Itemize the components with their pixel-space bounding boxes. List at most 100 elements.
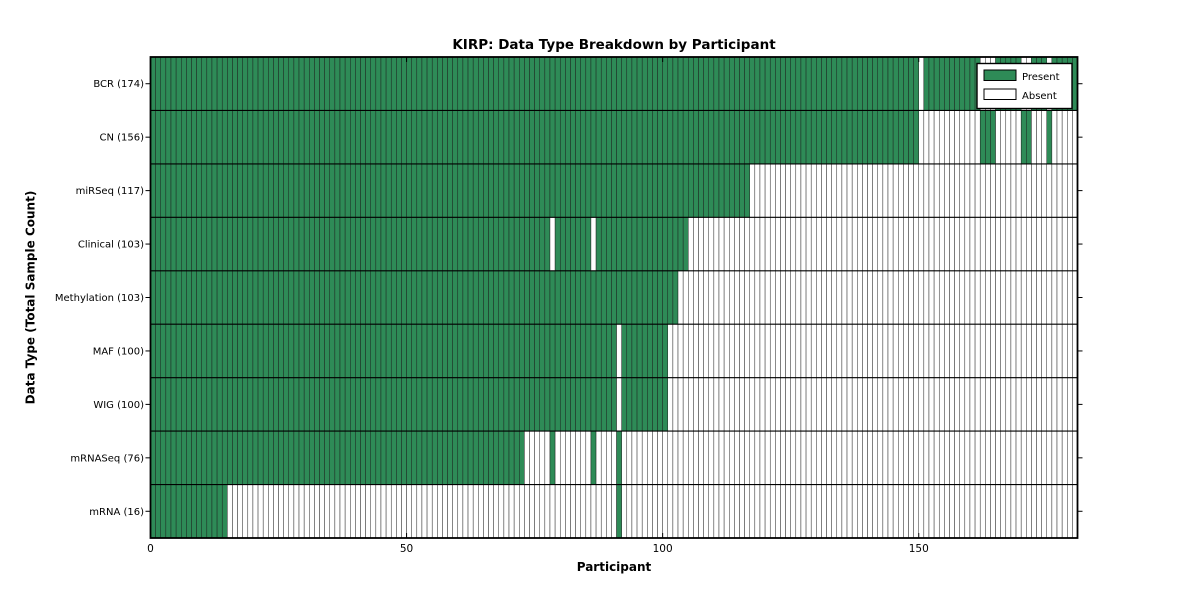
matrix-cell-absent bbox=[851, 377, 858, 432]
matrix-cell-present bbox=[293, 56, 300, 111]
matrix-cell-present bbox=[682, 217, 689, 271]
matrix-cell-present bbox=[365, 56, 371, 111]
y-tick-label: WIG (100) bbox=[93, 400, 144, 411]
matrix-cell-present bbox=[544, 217, 551, 271]
matrix-cell-absent bbox=[314, 484, 320, 539]
matrix-cell-present bbox=[293, 270, 300, 325]
matrix-cell-absent bbox=[959, 270, 966, 325]
matrix-cell-present bbox=[749, 56, 756, 111]
matrix-cell-absent bbox=[723, 430, 730, 485]
matrix-cell-absent bbox=[621, 484, 628, 539]
matrix-cell-present bbox=[319, 323, 325, 378]
matrix-cell-present bbox=[324, 56, 330, 111]
matrix-cell-present bbox=[559, 270, 566, 325]
matrix-cell-present bbox=[191, 323, 197, 378]
matrix-cell-present bbox=[385, 56, 392, 111]
matrix-cell-present bbox=[262, 56, 269, 111]
matrix-cell-present bbox=[898, 110, 904, 165]
matrix-cell-absent bbox=[667, 377, 674, 432]
matrix-cell-present bbox=[186, 323, 192, 378]
matrix-cell-absent bbox=[677, 377, 684, 432]
matrix-cell-absent bbox=[1020, 217, 1027, 271]
heatmap-cells-layer bbox=[150, 56, 1078, 539]
matrix-cell-present bbox=[667, 163, 674, 218]
matrix-cell-present bbox=[221, 56, 228, 111]
matrix-cell-absent bbox=[698, 323, 704, 378]
matrix-cell-present bbox=[954, 56, 960, 111]
matrix-cell-present bbox=[508, 430, 515, 485]
matrix-cell-present bbox=[488, 377, 494, 432]
matrix-cell-absent bbox=[933, 484, 940, 539]
matrix-cell-present bbox=[155, 484, 161, 539]
matrix-cell-present bbox=[155, 56, 161, 111]
matrix-cell-absent bbox=[882, 430, 889, 485]
matrix-cell-absent bbox=[903, 217, 909, 271]
matrix-cell-absent bbox=[887, 163, 894, 218]
matrix-cell-absent bbox=[744, 217, 750, 271]
matrix-cell-present bbox=[600, 110, 607, 165]
matrix-cell-present bbox=[416, 110, 423, 165]
matrix-cell-absent bbox=[1051, 110, 1058, 165]
matrix-cell-present bbox=[949, 56, 955, 111]
matrix-cell-absent bbox=[964, 484, 971, 539]
matrix-cell-absent bbox=[944, 110, 950, 165]
matrix-cell-present bbox=[498, 56, 505, 111]
matrix-cell-absent bbox=[1067, 323, 1073, 378]
matrix-cell-absent bbox=[641, 430, 648, 485]
matrix-cell-present bbox=[303, 323, 310, 378]
matrix-cell-absent bbox=[938, 430, 945, 485]
matrix-cell-absent bbox=[1036, 323, 1042, 378]
matrix-cell-absent bbox=[805, 430, 812, 485]
matrix-cell-absent bbox=[795, 484, 802, 539]
matrix-cell-present bbox=[626, 377, 633, 432]
matrix-cell-absent bbox=[913, 270, 919, 325]
matrix-cell-absent bbox=[1051, 484, 1058, 539]
matrix-cell-absent bbox=[985, 430, 991, 485]
matrix-cell-absent bbox=[1046, 484, 1053, 539]
matrix-cell-absent bbox=[928, 377, 935, 432]
matrix-cell-present bbox=[421, 163, 428, 218]
matrix-cell-absent bbox=[944, 484, 950, 539]
matrix-cell-present bbox=[278, 323, 284, 378]
matrix-cell-present bbox=[411, 430, 418, 485]
matrix-cell-present bbox=[421, 323, 428, 378]
matrix-cell-absent bbox=[969, 217, 976, 271]
matrix-cell-present bbox=[283, 110, 290, 165]
matrix-cell-present bbox=[457, 110, 464, 165]
matrix-cell-present bbox=[621, 163, 628, 218]
matrix-cell-absent bbox=[816, 484, 822, 539]
matrix-cell-absent bbox=[995, 110, 1001, 165]
matrix-cell-absent bbox=[247, 484, 254, 539]
matrix-cell-absent bbox=[734, 217, 740, 271]
matrix-cell-absent bbox=[1041, 484, 1047, 539]
matrix-cell-absent bbox=[729, 217, 735, 271]
matrix-cell-present bbox=[472, 110, 479, 165]
matrix-cell-present bbox=[401, 270, 407, 325]
matrix-cell-present bbox=[431, 430, 438, 485]
matrix-cell-absent bbox=[1036, 377, 1042, 432]
matrix-cell-present bbox=[667, 110, 674, 165]
matrix-cell-absent bbox=[734, 430, 740, 485]
matrix-cell-absent bbox=[462, 484, 469, 539]
matrix-cell-absent bbox=[790, 323, 797, 378]
matrix-cell-present bbox=[365, 430, 371, 485]
matrix-cell-present bbox=[862, 110, 868, 165]
matrix-cell-present bbox=[396, 377, 402, 432]
matrix-cell-present bbox=[283, 430, 290, 485]
matrix-cell-absent bbox=[841, 163, 848, 218]
matrix-cell-absent bbox=[529, 430, 535, 485]
matrix-cell-absent bbox=[857, 270, 863, 325]
matrix-cell-present bbox=[693, 110, 699, 165]
matrix-cell-absent bbox=[575, 484, 581, 539]
matrix-cell-present bbox=[390, 323, 397, 378]
matrix-cell-present bbox=[273, 323, 279, 378]
matrix-cell-present bbox=[498, 163, 505, 218]
matrix-cell-present bbox=[293, 430, 300, 485]
matrix-cell-present bbox=[631, 110, 638, 165]
matrix-cell-absent bbox=[944, 323, 950, 378]
matrix-cell-present bbox=[462, 217, 469, 271]
matrix-cell-present bbox=[170, 163, 177, 218]
matrix-cell-absent bbox=[718, 323, 725, 378]
matrix-cell-absent bbox=[662, 484, 668, 539]
matrix-cell-present bbox=[647, 163, 653, 218]
